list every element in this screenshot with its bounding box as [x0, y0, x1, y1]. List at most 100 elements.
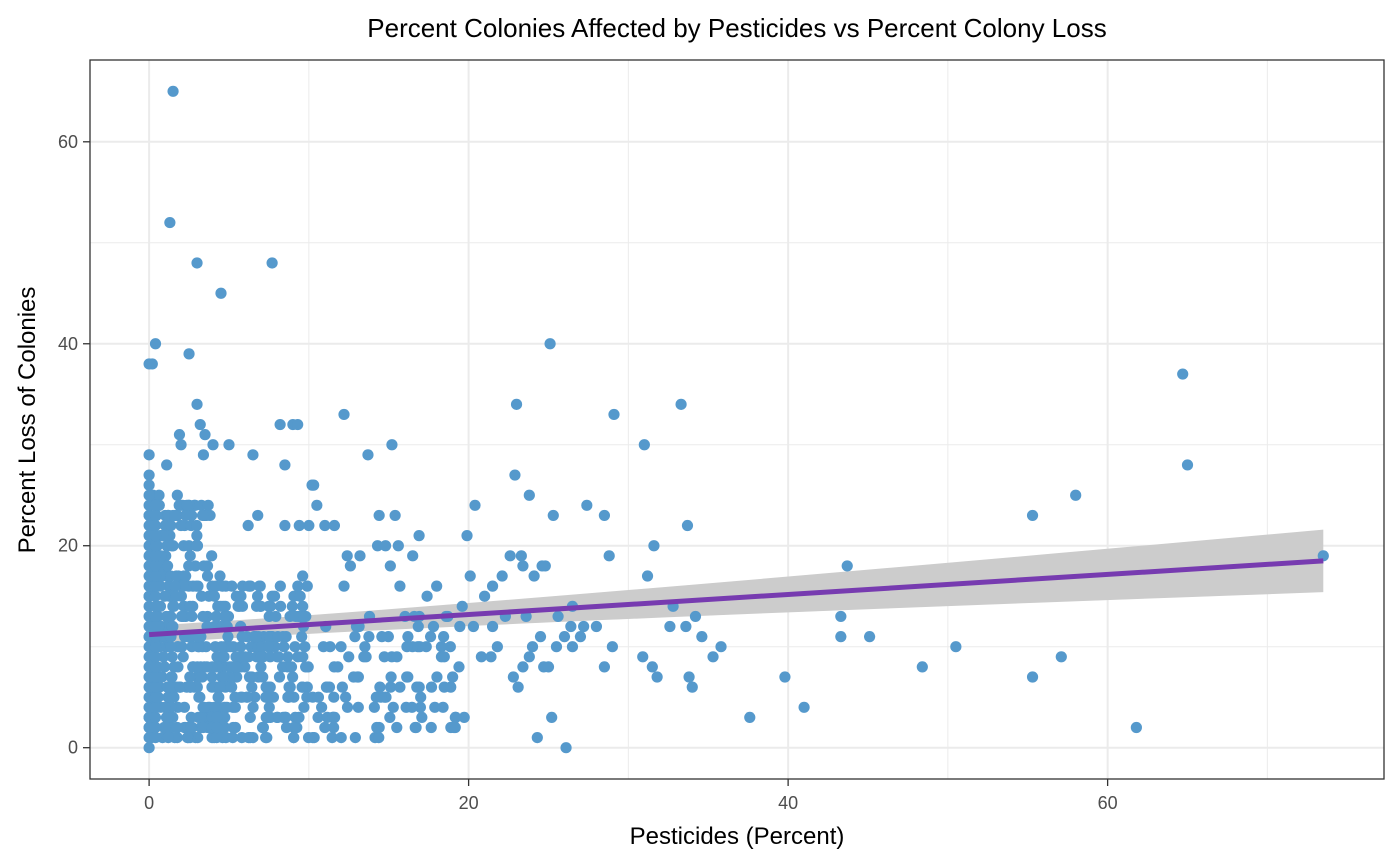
data-point: [379, 540, 392, 552]
data-point: [641, 570, 654, 582]
data-point: [195, 671, 207, 683]
data-point: [264, 651, 276, 663]
data-point: [415, 691, 427, 703]
data-point: [413, 681, 425, 693]
data-point: [469, 499, 481, 511]
data-point: [149, 570, 162, 582]
data-point: [198, 701, 210, 713]
data-point: [363, 631, 375, 643]
data-point: [950, 641, 962, 653]
data-point: [282, 691, 294, 703]
data-point: [294, 590, 306, 602]
data-point: [324, 641, 336, 653]
data-point: [246, 681, 258, 693]
data-point: [191, 257, 203, 269]
data-point: [454, 620, 466, 633]
data-point: [219, 721, 231, 734]
data-point: [255, 661, 267, 673]
data-point: [552, 610, 564, 623]
data-point: [252, 590, 264, 602]
data-point: [435, 641, 448, 653]
data-point: [707, 651, 719, 663]
data-point: [280, 721, 293, 734]
data-point: [143, 479, 155, 491]
data-point: [354, 550, 366, 562]
data-point: [637, 651, 649, 663]
data-point: [326, 731, 338, 744]
data-point: [590, 620, 603, 633]
data-point: [264, 600, 277, 612]
data-point: [523, 651, 535, 663]
data-point: [486, 580, 499, 592]
y-tick-label: 60: [58, 132, 78, 152]
data-point: [368, 701, 380, 713]
data-point: [191, 661, 204, 673]
data-point: [149, 519, 162, 532]
data-point: [247, 449, 259, 461]
data-point: [509, 469, 521, 481]
data-point: [286, 600, 298, 612]
data-point: [236, 631, 248, 643]
data-point: [835, 631, 847, 643]
data-point: [177, 580, 190, 592]
data-point: [266, 590, 278, 602]
data-point: [192, 731, 204, 744]
data-point: [184, 600, 196, 612]
data-point: [496, 570, 508, 582]
data-point: [197, 610, 209, 623]
data-point: [534, 631, 547, 643]
data-point: [445, 681, 457, 693]
x-axis: 0 20 40 60: [144, 779, 1118, 813]
data-point: [385, 671, 397, 683]
data-point: [389, 509, 401, 522]
data-point: [219, 600, 231, 612]
data-point: [507, 671, 519, 683]
data-point: [421, 590, 433, 602]
data-point: [235, 641, 247, 653]
data-point: [166, 620, 178, 633]
data-point: [444, 641, 456, 653]
data-point: [218, 610, 231, 623]
data-point: [392, 540, 404, 552]
data-point: [374, 681, 386, 693]
data-point: [424, 631, 437, 643]
data-point: [335, 641, 347, 653]
data-point: [282, 651, 294, 663]
data-point: [517, 560, 529, 572]
data-point: [646, 661, 658, 673]
data-point: [169, 509, 181, 522]
data-point: [207, 439, 219, 451]
data-point: [297, 570, 309, 582]
data-point: [213, 691, 225, 703]
data-point: [696, 631, 708, 643]
data-point: [375, 691, 387, 703]
data-point: [531, 731, 543, 744]
data-point: [299, 641, 311, 653]
panel-border: [89, 59, 1385, 780]
data-point: [675, 398, 687, 410]
data-point: [378, 651, 390, 663]
data-point: [250, 600, 263, 612]
data-point: [287, 671, 299, 683]
data-point: [329, 711, 341, 724]
x-tick-label: 20: [459, 793, 479, 813]
data-point: [461, 530, 473, 542]
data-point: [916, 661, 928, 673]
data-point: [191, 540, 203, 552]
data-point: [184, 550, 196, 562]
data-point: [328, 691, 340, 703]
data-point: [341, 550, 353, 562]
data-point: [274, 580, 286, 592]
data-point: [510, 398, 523, 410]
data-point: [332, 661, 344, 673]
data-point: [352, 701, 364, 713]
data-point: [841, 560, 853, 572]
data-point: [215, 287, 227, 299]
trend-line: [148, 558, 1324, 638]
data-point: [285, 661, 298, 673]
data-point: [407, 550, 419, 562]
data-point: [449, 721, 461, 734]
data-point: [565, 620, 577, 633]
data-point: [161, 711, 174, 724]
